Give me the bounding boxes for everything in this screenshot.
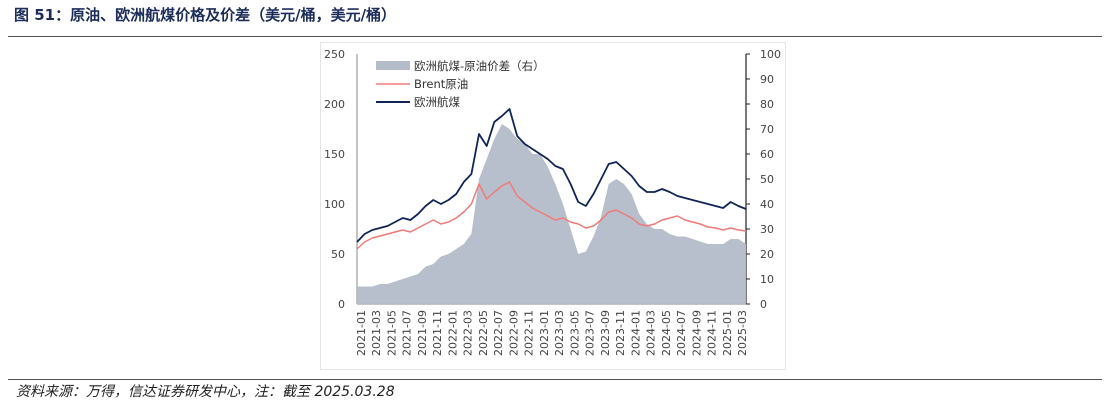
x-tick-label: 2022-09 xyxy=(507,310,520,356)
y-left-tick-label: 150 xyxy=(324,148,345,161)
bottom-divider xyxy=(8,379,1102,380)
y-right-tick-label: 40 xyxy=(760,198,774,211)
y-left-tick-label: 50 xyxy=(331,248,345,261)
x-tick-label: 2022-11 xyxy=(523,310,536,356)
legend-label: 欧洲航煤 xyxy=(414,95,460,109)
x-tick-label: 2022-05 xyxy=(477,310,490,356)
series-jet-fuel-line xyxy=(356,108,747,243)
y-right-tick-label: 90 xyxy=(760,73,774,86)
x-tick-label: 2022-07 xyxy=(492,310,505,356)
x-tick-label: 2021-03 xyxy=(370,310,383,356)
y-left-tick-label: 250 xyxy=(324,48,345,61)
y-right-tick-label: 100 xyxy=(760,48,781,61)
legend-label: Brent原油 xyxy=(414,77,468,91)
x-tick-label: 2021-11 xyxy=(431,310,444,356)
x-tick-label: 2025-03 xyxy=(736,310,749,356)
series-spread-area xyxy=(357,124,746,304)
y-left-tick-label: 100 xyxy=(324,198,345,211)
x-tick-label: 2024-05 xyxy=(660,310,673,356)
x-tick-label: 2022-03 xyxy=(462,310,475,356)
y-right-tick-label: 20 xyxy=(760,248,774,261)
x-tick-label: 2022-01 xyxy=(446,310,459,356)
chart-frame xyxy=(320,42,786,370)
x-tick-label: 2023-03 xyxy=(553,310,566,356)
x-tick-label: 2023-05 xyxy=(568,310,581,356)
x-tick-label: 2024-11 xyxy=(706,310,719,356)
x-tick-label: 2024-07 xyxy=(675,310,688,356)
figure-title: 图 51：原油、欧洲航煤价格及价差（美元/桶，美元/桶） xyxy=(14,6,397,24)
x-tick-label: 2021-05 xyxy=(385,310,398,356)
x-tick-label: 2021-01 xyxy=(355,310,368,356)
x-tick-label: 2023-01 xyxy=(538,310,551,356)
y-left-tick-label: 0 xyxy=(338,298,345,311)
x-tick-label: 2024-09 xyxy=(690,310,703,356)
top-divider xyxy=(8,36,1102,37)
x-tick-label: 2021-09 xyxy=(416,310,429,356)
x-tick-label: 2021-07 xyxy=(401,310,414,356)
legend-swatch-spread xyxy=(376,61,410,70)
x-tick-label: 2024-01 xyxy=(629,310,642,356)
y-right-tick-label: 0 xyxy=(760,298,767,311)
y-right-tick-label: 50 xyxy=(760,173,774,186)
y-left-tick-label: 200 xyxy=(324,98,345,111)
x-tick-label: 2023-07 xyxy=(584,310,597,356)
y-right-tick-label: 80 xyxy=(760,98,774,111)
x-tick-label: 2024-03 xyxy=(645,310,658,356)
source-note: 资料来源：万得，信达证券研发中心，注：截至 2025.03.28 xyxy=(16,384,395,400)
x-tick-label: 2023-09 xyxy=(599,310,612,356)
y-right-tick-label: 30 xyxy=(760,223,774,236)
y-right-tick-label: 70 xyxy=(760,123,774,136)
x-tick-label: 2023-11 xyxy=(614,310,627,356)
x-tick-label: 2025-01 xyxy=(721,310,734,356)
y-right-tick-label: 60 xyxy=(760,148,774,161)
y-right-tick-label: 10 xyxy=(760,273,774,286)
legend-label: 欧洲航煤-原油价差（右） xyxy=(414,59,545,73)
series-brent-line xyxy=(356,181,747,250)
